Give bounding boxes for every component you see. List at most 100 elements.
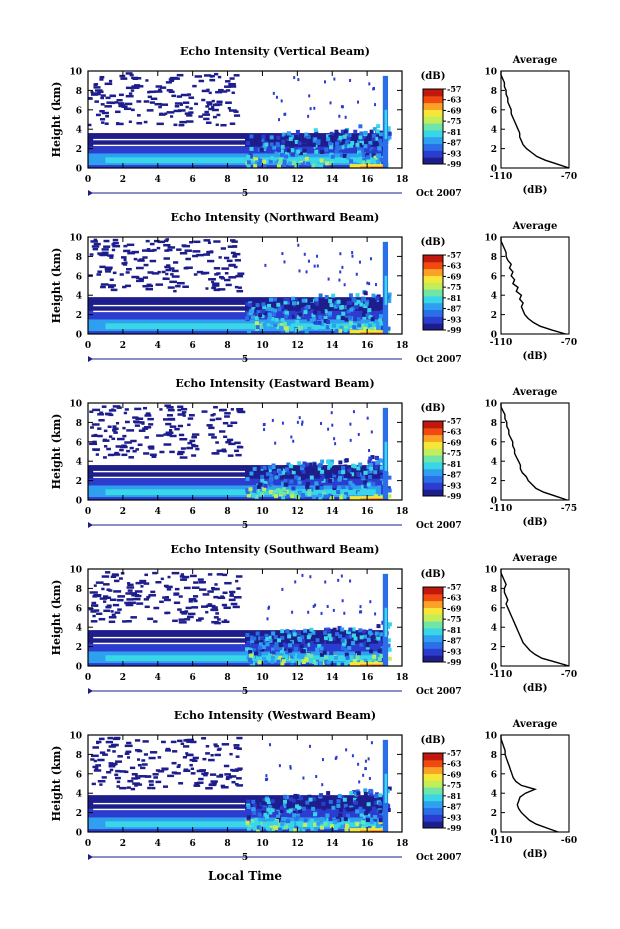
echo-cell bbox=[106, 447, 111, 451]
echo-cell bbox=[182, 285, 189, 289]
echo-cell bbox=[216, 100, 223, 104]
echo-cell bbox=[226, 438, 234, 442]
echo-cell bbox=[206, 101, 213, 104]
echo-cell bbox=[338, 813, 343, 818]
y-tick-label: 0 bbox=[76, 829, 82, 839]
colorbar-tick-label: -75 bbox=[447, 780, 461, 790]
echo-cell bbox=[92, 595, 98, 598]
echo-cell bbox=[291, 134, 296, 139]
echo-cell bbox=[166, 248, 173, 252]
echo-cell bbox=[126, 741, 132, 745]
echo-cell bbox=[268, 478, 273, 483]
echo-cell bbox=[267, 303, 272, 308]
echo-cell bbox=[299, 644, 304, 649]
echo-cell bbox=[340, 795, 345, 800]
colorbar-tick-label: -57 bbox=[447, 84, 461, 94]
echo-cell bbox=[245, 647, 250, 652]
echo-cell bbox=[370, 635, 375, 640]
echo-cell bbox=[221, 620, 230, 624]
echo-cell bbox=[234, 441, 241, 445]
echo-cell bbox=[220, 408, 227, 412]
echo-cell bbox=[112, 427, 119, 431]
echo-cell bbox=[257, 492, 262, 497]
echo-cell bbox=[178, 123, 185, 127]
echo-cell bbox=[108, 589, 113, 592]
echo-cell bbox=[106, 101, 113, 104]
echo-cell bbox=[298, 269, 301, 273]
echo-cell bbox=[219, 430, 226, 433]
echo-cell bbox=[305, 270, 308, 274]
echo-cell bbox=[224, 278, 231, 282]
colorbar-swatch bbox=[423, 787, 443, 795]
echo-cell bbox=[318, 659, 323, 664]
echo-cell bbox=[342, 494, 347, 499]
echo-cell bbox=[314, 130, 319, 135]
echo-cell bbox=[265, 642, 270, 647]
echo-cell bbox=[185, 606, 192, 610]
echo-cell bbox=[361, 826, 366, 831]
echo-cell bbox=[329, 101, 332, 105]
y-tick-label: 0 bbox=[76, 165, 82, 175]
echo-cell bbox=[272, 312, 277, 317]
figure-xlabel: Local Time bbox=[208, 869, 282, 883]
echo-cell bbox=[170, 740, 177, 744]
echo-cell bbox=[318, 315, 323, 320]
echo-cell bbox=[271, 326, 276, 331]
echo-cell bbox=[125, 271, 130, 274]
colorbar-tick-label: -93 bbox=[447, 480, 462, 490]
echo-cell bbox=[357, 150, 362, 155]
echo-cell bbox=[296, 630, 301, 635]
echo-cell bbox=[286, 645, 291, 650]
echo-cell bbox=[303, 818, 308, 823]
echo-cell bbox=[96, 741, 100, 745]
echo-cell bbox=[166, 264, 171, 267]
echo-cell bbox=[311, 303, 316, 308]
profile-y-tick-label: 8 bbox=[491, 585, 497, 595]
echo-cell bbox=[319, 158, 324, 163]
echo-cell bbox=[90, 426, 94, 429]
profile-y-tick-label: 4 bbox=[491, 126, 497, 136]
echo-cell bbox=[351, 251, 354, 255]
echo-cell bbox=[298, 303, 303, 308]
echo-cell bbox=[222, 90, 228, 93]
echo-cell bbox=[354, 305, 359, 310]
echo-cell bbox=[357, 762, 360, 766]
echo-cell bbox=[351, 633, 356, 638]
x-tick-label: 2 bbox=[120, 507, 126, 517]
echo-cell bbox=[330, 154, 335, 159]
echo-cell bbox=[278, 489, 283, 494]
date-arrow bbox=[88, 854, 93, 860]
echo-cell bbox=[338, 808, 343, 813]
echo-cell bbox=[301, 469, 306, 474]
echo-heatmap bbox=[88, 72, 392, 168]
echo-cell bbox=[270, 655, 275, 660]
echo-cell bbox=[127, 251, 136, 255]
echo-cell bbox=[357, 100, 360, 104]
echo-cell bbox=[93, 238, 98, 242]
echo-cell bbox=[321, 806, 326, 811]
colorbar-swatch bbox=[423, 95, 443, 104]
echo-cell bbox=[347, 646, 352, 651]
profile-y-tick-label: 2 bbox=[491, 809, 497, 819]
echo-cell bbox=[130, 89, 135, 92]
echo-cell bbox=[168, 267, 175, 270]
echo-cell bbox=[166, 588, 172, 591]
echo-cell bbox=[225, 776, 233, 779]
echo-cell bbox=[91, 434, 98, 438]
echo-cell bbox=[172, 261, 179, 264]
echo-cell bbox=[283, 465, 288, 470]
echo-cell bbox=[124, 102, 133, 106]
echo-cell bbox=[101, 776, 107, 779]
echo-cell bbox=[290, 152, 295, 157]
echo-cell bbox=[300, 466, 305, 471]
echo-cell bbox=[378, 809, 383, 814]
echo-cell bbox=[367, 144, 372, 149]
echo-cell bbox=[110, 288, 118, 292]
date-arrow bbox=[88, 522, 93, 528]
echo-cell bbox=[312, 796, 317, 801]
colorbar-tick-label: -81 bbox=[447, 127, 461, 137]
echo-cell bbox=[297, 795, 302, 800]
echo-cell bbox=[100, 283, 109, 286]
echo-cell bbox=[190, 111, 194, 114]
